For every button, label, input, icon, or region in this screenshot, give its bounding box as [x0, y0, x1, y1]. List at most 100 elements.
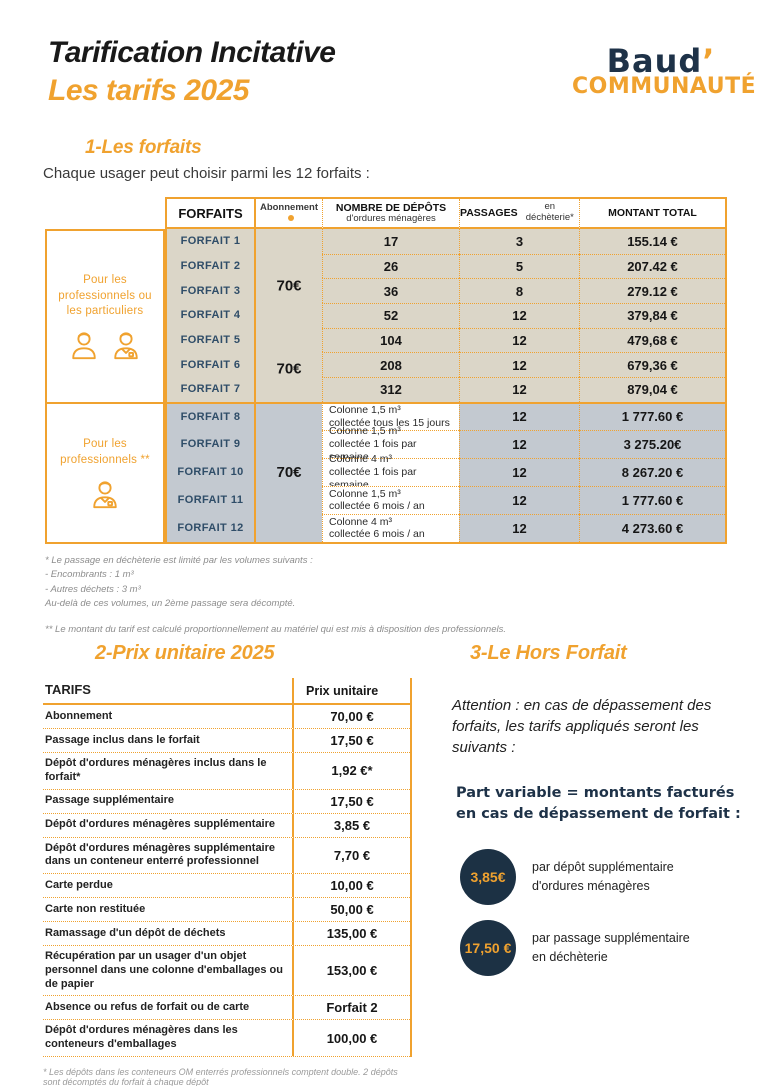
prix-unitaire-table: TARIFS Prix unitaire Abonnement 70,00 € P… [43, 678, 412, 1057]
forfaits-table-area: Pour les professionnels ou les particuli… [45, 197, 727, 544]
abonnement-cell-professionnels: 70€ [256, 401, 322, 542]
forfaits-table: FORFAITS Abonnement NOMBRE DE DÉPÔTS d'o… [165, 197, 727, 544]
desc-line1: Colonne 1,5 m³ [329, 404, 401, 417]
table-row: Dépôt d'ordures ménagères inclus dans le… [43, 753, 410, 790]
professional-icon [114, 332, 138, 359]
passages-cell: 12 [459, 401, 579, 430]
forfait-name: FORFAIT 2 [167, 253, 256, 279]
passages-cell: 12 [459, 377, 579, 402]
tarif-label: Abonnement [45, 709, 113, 722]
montant-cell: 155.14 € [579, 229, 725, 254]
forfait-name: FORFAIT 9 [167, 429, 256, 458]
table-row: Abonnement 70,00 € [43, 705, 410, 729]
passages-cell: 12 [459, 513, 579, 542]
title-line1: Tarification Incitative [48, 36, 336, 69]
section1-footnotes: * Le passage en déchèterie est limité pa… [45, 554, 506, 637]
col-header-montant: MONTANT TOTAL [579, 199, 725, 229]
tarif-value: 100,00 € [292, 1020, 410, 1056]
group-icons [67, 330, 143, 360]
desc-line2: collectée 6 mois / an [329, 500, 425, 513]
list-item: 3,85€ par dépôt supplémentaire d'ordures… [460, 849, 752, 906]
depots-cell: 208 [322, 352, 459, 378]
logo-apostrophe: ’ [702, 42, 716, 80]
montant-cell: 8 267.20 € [579, 457, 725, 486]
tarif-value: 1,92 €* [292, 753, 410, 789]
table-row: Passage inclus dans le forfait 17,50 € [43, 729, 410, 753]
forfait-name: FORFAIT 10 [167, 457, 256, 486]
depots-cell: 104 [322, 327, 459, 353]
montant-cell: 479,68 € [579, 327, 725, 353]
table-row: Dépôt d'ordures ménagères supplémentaire… [43, 813, 410, 838]
tarif-label: Passage inclus dans le forfait [45, 733, 200, 746]
group-box-professionnels-particuliers: Pour les professionnels ou les particuli… [45, 229, 165, 404]
footnote-line: - Autres déchets : 3 m³ [45, 583, 141, 595]
tarif-label: Récupération par un usager d'un objet pe… [45, 950, 283, 990]
passages-cell: 12 [459, 457, 579, 486]
depots-cell: 312 [322, 377, 459, 402]
prix-header-row: TARIFS Prix unitaire [43, 678, 410, 705]
tarif-value: 3,85 € [292, 813, 410, 837]
tarif-label: Ramassage d'un dépôt de déchets [45, 926, 226, 939]
colonne-desc-cell: Colonne 1,5 m³ collectée tous les 15 jou… [322, 401, 459, 430]
tarif-value: 50,00 € [292, 898, 410, 921]
part-variable-text: Part variable = montants facturés en cas… [456, 783, 752, 825]
tarif-value: 135,00 € [292, 922, 410, 945]
depots-cell: 26 [322, 253, 459, 279]
passages-cell: 12 [459, 429, 579, 458]
person-icon [72, 332, 96, 359]
tarif-value: 10,00 € [292, 874, 410, 897]
price-badge: 17,50 € [460, 920, 516, 977]
colonne-desc-cell: Colonne 4 m³ collectée 1 fois par semain… [322, 453, 459, 491]
header-subtext: d'ordures ménagères [346, 212, 436, 224]
desc-line1: Colonne 1,5 m³ [329, 487, 401, 500]
title-line2: Les tarifs 2025 [48, 74, 249, 107]
forfait-name: FORFAIT 5 [167, 327, 256, 353]
passages-cell: 12 [459, 327, 579, 353]
colonne-desc-cell: Colonne 4 m³ collectée 6 mois / an [322, 513, 459, 542]
montant-cell: 1 777.60 € [579, 401, 725, 430]
tarif-value: 17,50 € [292, 789, 410, 813]
footnote-line: ** Le montant du tarif est calculé propo… [45, 624, 507, 635]
tarif-label: Absence ou refus de forfait ou de carte [45, 1000, 250, 1013]
header-text: MONTANT TOTAL [608, 206, 697, 219]
section3-title: 3-Le Hors Forfait [470, 642, 627, 664]
montant-cell: 3 275.20€ [579, 429, 725, 458]
col-header-prix-unitaire: Prix unitaire [292, 678, 410, 703]
abonnement-value: 70€ [276, 464, 302, 482]
colonne-desc-cell: Colonne 1,5 m³ collectée 6 mois / an [322, 485, 459, 514]
footnote-line: - Encombrants : 1 m³ [45, 569, 134, 581]
tarif-label: Carte non restituée [45, 902, 146, 915]
tarif-label: Dépôt d'ordures ménagères supplémentaire… [45, 841, 276, 868]
passages-cell: 12 [459, 303, 579, 328]
price-badge: 3,85€ [460, 849, 516, 906]
montant-cell: 879,04 € [579, 377, 725, 402]
depots-cell: 17 [322, 229, 459, 254]
logo-text: Baud [606, 42, 703, 80]
forfait-name: FORFAIT 8 [167, 401, 256, 430]
tarif-label: Dépôt d'ordures ménagères supplémentaire [45, 818, 276, 831]
logo-name: Baud’ [572, 44, 750, 78]
tarif-label: Dépôt d'ordures ménagères inclus dans le… [45, 757, 267, 783]
logo-sub: COMMUNAUTÉ [572, 74, 757, 99]
header-subtext: en déchèterie* [525, 201, 574, 223]
header-text: Abonnement [256, 202, 322, 224]
montant-cell: 4 273.60 € [579, 513, 725, 542]
passages-cell: 5 [459, 253, 579, 279]
list-item: 17,50 € par passage supplémentaire en dé… [460, 920, 752, 977]
passages-cell: 12 [459, 485, 579, 514]
section2-footnote: * Les dépôts dans les conteneurs OM ente… [43, 1066, 398, 1086]
abonnement-cell-particuliers: 70€ 70€ [256, 229, 322, 402]
group-box-professionnels: Pour les professionnels ** [45, 402, 165, 544]
table-row: Absence ou refus de forfait ou de carte F… [43, 996, 410, 1021]
section1-intro: Chaque usager peut choisir parmi les 12 … [43, 165, 370, 182]
footnote-line: * Le passage en déchèterie est limité pa… [45, 555, 313, 566]
tarif-value: 17,50 € [292, 729, 410, 752]
table-row: Passage supplémentaire 17,50 € [43, 789, 410, 814]
col-header-depots: NOMBRE DE DÉPÔTS d'ordures ménagères [322, 199, 459, 229]
table-row: Récupération par un usager d'un objet pe… [43, 946, 410, 997]
group-label: Pour les professionnels ** [60, 438, 150, 466]
group-icons [88, 479, 122, 509]
header-text: NOMBRE DE DÉPÔTS [335, 201, 447, 214]
forfait-name: FORFAIT 6 [167, 352, 256, 378]
table-row: Carte perdue 10,00 € [43, 874, 410, 898]
